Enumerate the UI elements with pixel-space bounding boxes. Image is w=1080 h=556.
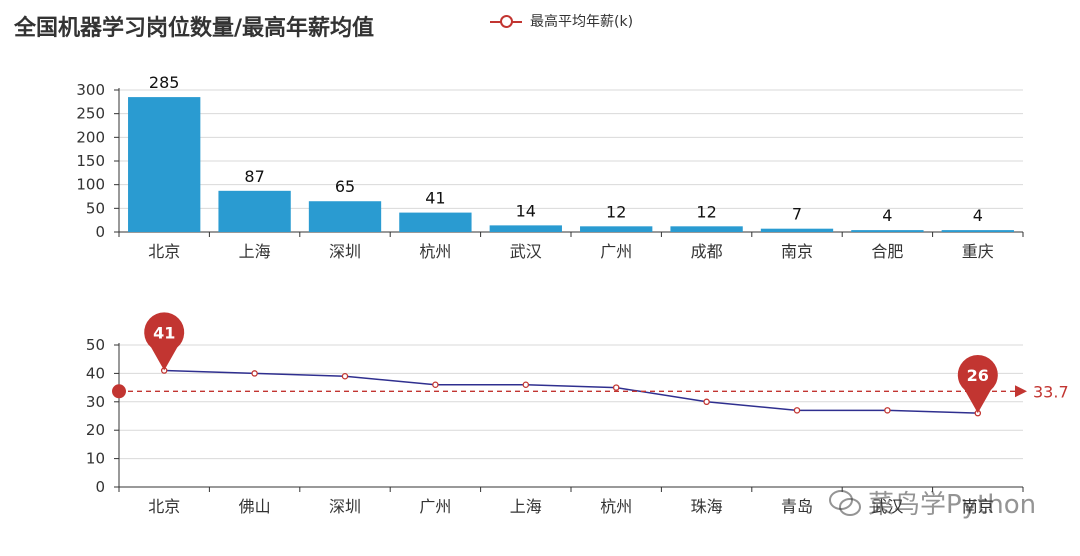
bar [851,230,924,232]
bar-chart-ytick-label: 150 [76,152,105,170]
wechat-icon [829,489,861,516]
line-chart-xtick-label: 杭州 [600,497,632,516]
bar [760,228,834,232]
line-point [432,381,439,389]
average-line-label: 33.7 [1033,382,1069,401]
bar [399,212,472,232]
line-series [164,369,978,414]
line-point [703,398,710,406]
line-chart-ytick-label: 10 [86,450,105,468]
bar-chart-ytick-label: 50 [86,199,105,217]
line-chart-ytick-label: 20 [86,421,105,439]
bar-chart-xtick-label: 广州 [600,242,632,261]
bar-chart-xtick-label: 合肥 [871,242,903,261]
legend-label: 最高平均年薪(k) [530,14,634,30]
line-chart-xtick-label: 青岛 [781,497,813,516]
line-point [522,381,530,389]
bar-value-label: 4 [882,206,892,225]
mark-point-pin [957,354,998,414]
bar [218,190,291,232]
bar [128,97,201,232]
bar-chart-ytick-label: 0 [95,223,105,241]
bar-chart-xtick-label: 重庆 [962,242,994,261]
line-chart-xtick-label: 佛山 [239,497,271,516]
line-point [884,407,891,414]
bar-chart-xtick-label: 武汉 [510,242,542,261]
bar-chart-xtick-label: 深圳 [329,242,361,261]
line-point [341,372,349,380]
mark-point-label: 26 [967,366,989,385]
line-chart-ytick-label: 50 [86,336,105,354]
legend[interactable]: 最高平均年薪(k) [490,11,633,31]
bar-chart-ytick-label: 300 [76,81,105,99]
bar-chart-xtick-label: 上海 [239,242,271,261]
legend-line-icon [490,13,522,29]
bar-chart-ytick-label: 250 [76,105,105,123]
line-chart-xtick-label: 北京 [148,497,180,516]
bar-value-label: 285 [149,73,180,92]
bar-chart-xtick-label: 北京 [148,242,180,261]
line-chart-ytick-label: 30 [86,393,105,411]
bar-chart-xtick-label: 南京 [781,242,813,261]
bar [941,230,1014,232]
average-line-arrow [1015,385,1027,398]
bar-chart-ytick-label: 200 [76,128,105,146]
line-point [793,407,801,414]
bar [489,225,562,232]
mark-point-label: 41 [153,324,175,343]
line-chart-xtick-label: 上海 [510,497,542,516]
bar-value-label: 87 [244,167,264,186]
average-line-start-dot [112,384,126,399]
line-chart-xtick-label: 武汉 [871,497,903,516]
line-point [251,370,258,377]
bar-value-label: 41 [425,189,445,208]
bar-value-label: 12 [696,202,716,221]
bar [670,226,743,232]
bar [308,201,382,232]
bar-chart-xtick-label: 杭州 [419,242,451,261]
line-chart-xtick-label: 珠海 [691,497,723,516]
bar-value-label: 12 [606,202,626,221]
line-chart-xtick-label: 深圳 [329,497,361,516]
line-chart-xtick-label: 广州 [419,497,451,516]
watermark: 菜鸟学Python [828,484,1036,521]
line-point [612,384,620,391]
chart-title: 全国机器学习岗位数量/最高年薪均值 [14,16,375,41]
bar [580,226,653,232]
bar-value-label: 7 [792,205,802,224]
watermark-text: 菜鸟学Python [868,490,1037,520]
line-chart-ytick-label: 40 [86,364,105,382]
bar-value-label: 14 [516,201,536,220]
bar-chart-xtick-label: 成都 [691,242,723,261]
mark-point-pin [144,312,185,371]
bar-value-label: 4 [973,206,983,225]
bar-value-label: 65 [335,177,355,196]
line-chart-xtick-label: 南京 [962,497,994,516]
line-chart-ytick-label: 0 [95,478,105,496]
bar-chart-ytick-label: 100 [76,176,105,194]
